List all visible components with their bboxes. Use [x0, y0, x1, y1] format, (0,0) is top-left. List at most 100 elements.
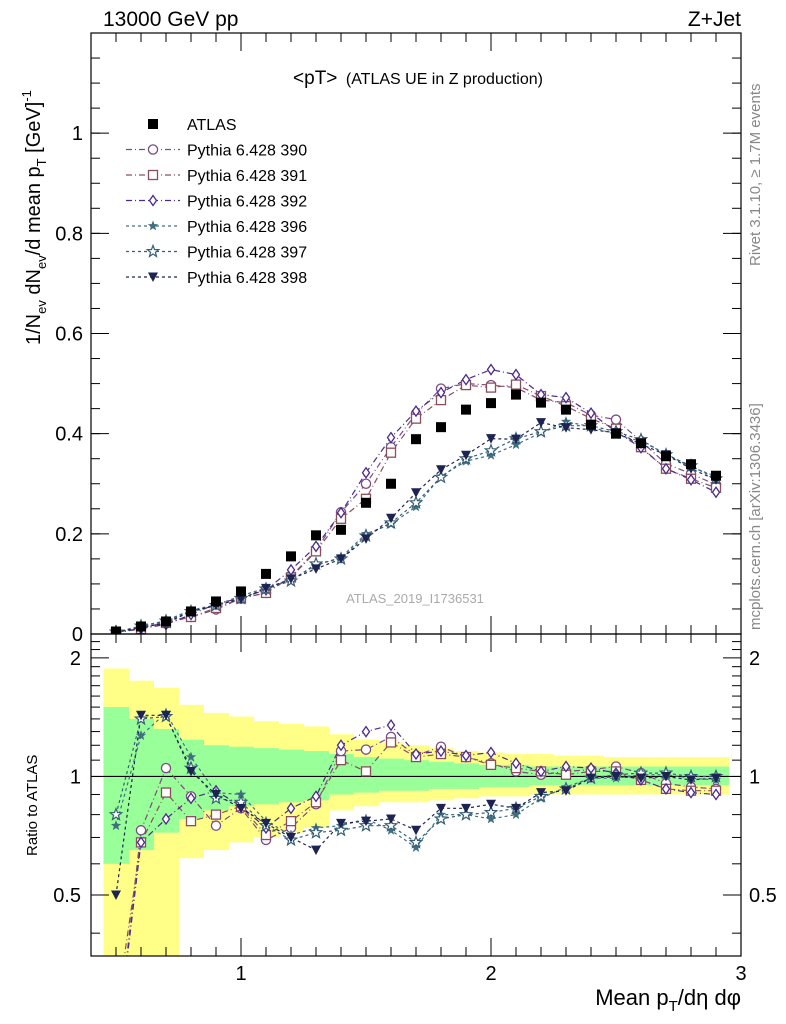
- ratio-point: [210, 809, 222, 820]
- data-point: [236, 586, 246, 597]
- data-point: [586, 419, 596, 430]
- data-point: [186, 606, 196, 617]
- legend-entry: Pythia 6.428 397: [126, 243, 307, 262]
- ratio-point: [458, 806, 474, 821]
- legend-label: Pythia 6.428 392: [187, 194, 307, 211]
- series-point: [408, 495, 424, 509]
- ratio-point: [311, 790, 321, 803]
- ratio-point: [160, 787, 172, 798]
- series-point: [485, 382, 497, 393]
- data-point: [511, 389, 521, 400]
- ratio-point: [410, 842, 422, 852]
- ratio-point: [411, 825, 421, 836]
- ratio-point: [711, 788, 721, 801]
- data-point: [611, 428, 621, 439]
- ratio-point: [311, 845, 321, 856]
- header-left: 13000 GeV pp: [103, 8, 238, 31]
- ratio-point: [185, 751, 197, 762]
- rivet-label: Rivet 3.1.10, ≥ 1.7M events: [747, 84, 764, 267]
- ratio-plot-area: [91, 668, 741, 956]
- ratio-point: [436, 803, 446, 814]
- ratio-y-tick-label-right: 0.5: [749, 885, 777, 907]
- series-point: [436, 386, 446, 399]
- ratio-point: [135, 825, 147, 836]
- ratio-point: [411, 747, 421, 761]
- ratio-y-tick-label: 2: [70, 648, 81, 670]
- series-point: [486, 434, 496, 444]
- series-point: [360, 478, 372, 489]
- main-y-axis-label: 1/Nev dNev/d mean pT [GeV]-1: [19, 90, 49, 345]
- legend-marker: [148, 272, 158, 282]
- ratio-point: [486, 799, 496, 810]
- data-point: [361, 497, 371, 508]
- series-point: [461, 450, 471, 461]
- data-point: [411, 434, 421, 445]
- legend-entry: Pythia 6.428 396: [126, 219, 307, 236]
- ratio-point: [186, 792, 196, 805]
- data-point: [286, 551, 296, 562]
- ratio-y-tick-label: 0.5: [53, 885, 81, 907]
- ratio-point: [111, 890, 121, 900]
- data-point: [311, 530, 321, 541]
- ratio-point: [261, 818, 271, 829]
- series-point: [511, 434, 521, 445]
- main-y-tick-label: 0.2: [55, 524, 83, 546]
- data-point: [161, 616, 171, 627]
- ratio-point: [361, 725, 371, 738]
- data-point: [436, 422, 446, 433]
- ratio-point: [461, 749, 471, 762]
- series-point: [686, 473, 696, 486]
- data-point: [461, 404, 471, 415]
- series-point: [485, 449, 497, 460]
- legend-label: Pythia 6.428 391: [187, 168, 307, 185]
- main-y-tick-label: 0.4: [55, 424, 83, 446]
- data-point: [661, 451, 671, 462]
- ratio-point: [433, 811, 449, 826]
- ratio-point: [360, 766, 372, 777]
- ratio-point: [711, 773, 721, 784]
- ratio-point: [686, 775, 696, 785]
- legend-marker: [148, 194, 158, 207]
- series-point: [510, 379, 522, 390]
- series-point: [536, 418, 546, 428]
- data-point: [536, 397, 546, 408]
- ratio-point: [136, 710, 146, 721]
- series-point: [411, 488, 421, 498]
- data-point: [636, 438, 646, 449]
- main-y-tick-label: 0: [72, 624, 83, 646]
- header-right: Z+Jet: [688, 8, 741, 31]
- series-point: [483, 442, 499, 457]
- series-point: [411, 404, 421, 418]
- ratio-point: [135, 730, 147, 740]
- ratio-point: [483, 804, 499, 819]
- ratio-point: [561, 760, 571, 773]
- ratio-point: [661, 771, 671, 782]
- ratio-point: [485, 759, 497, 771]
- ratio-point: [360, 744, 372, 755]
- data-point: [386, 478, 396, 489]
- series-point: [261, 583, 271, 594]
- series-point: [436, 465, 446, 475]
- ratio-point: [383, 818, 399, 832]
- ratio-axes: 0.5 0.5 1 1 2 2 1 2 3: [53, 633, 777, 985]
- ratio-point: [511, 803, 521, 814]
- main-y-tick-label: 0.6: [55, 324, 83, 346]
- series-point: [711, 486, 721, 499]
- ratio-point: [586, 773, 596, 784]
- ratio-point: [385, 737, 397, 748]
- ratio-point: [486, 746, 496, 759]
- legend-entry: Pythia 6.428 392: [126, 194, 307, 211]
- data-point: [211, 596, 221, 607]
- ratio-point: [210, 820, 222, 831]
- main-title: <pT> (ATLAS UE in Z production): [293, 68, 543, 89]
- series-point: [336, 506, 346, 519]
- series-point: [486, 363, 496, 376]
- ratio-point: [385, 824, 397, 835]
- main-y-tick-label: 1: [72, 123, 83, 145]
- series-point: [511, 368, 521, 381]
- legend-marker: [147, 169, 159, 181]
- series-point: [311, 564, 321, 574]
- ratio-point: [336, 739, 346, 752]
- ratio-point: [136, 836, 146, 849]
